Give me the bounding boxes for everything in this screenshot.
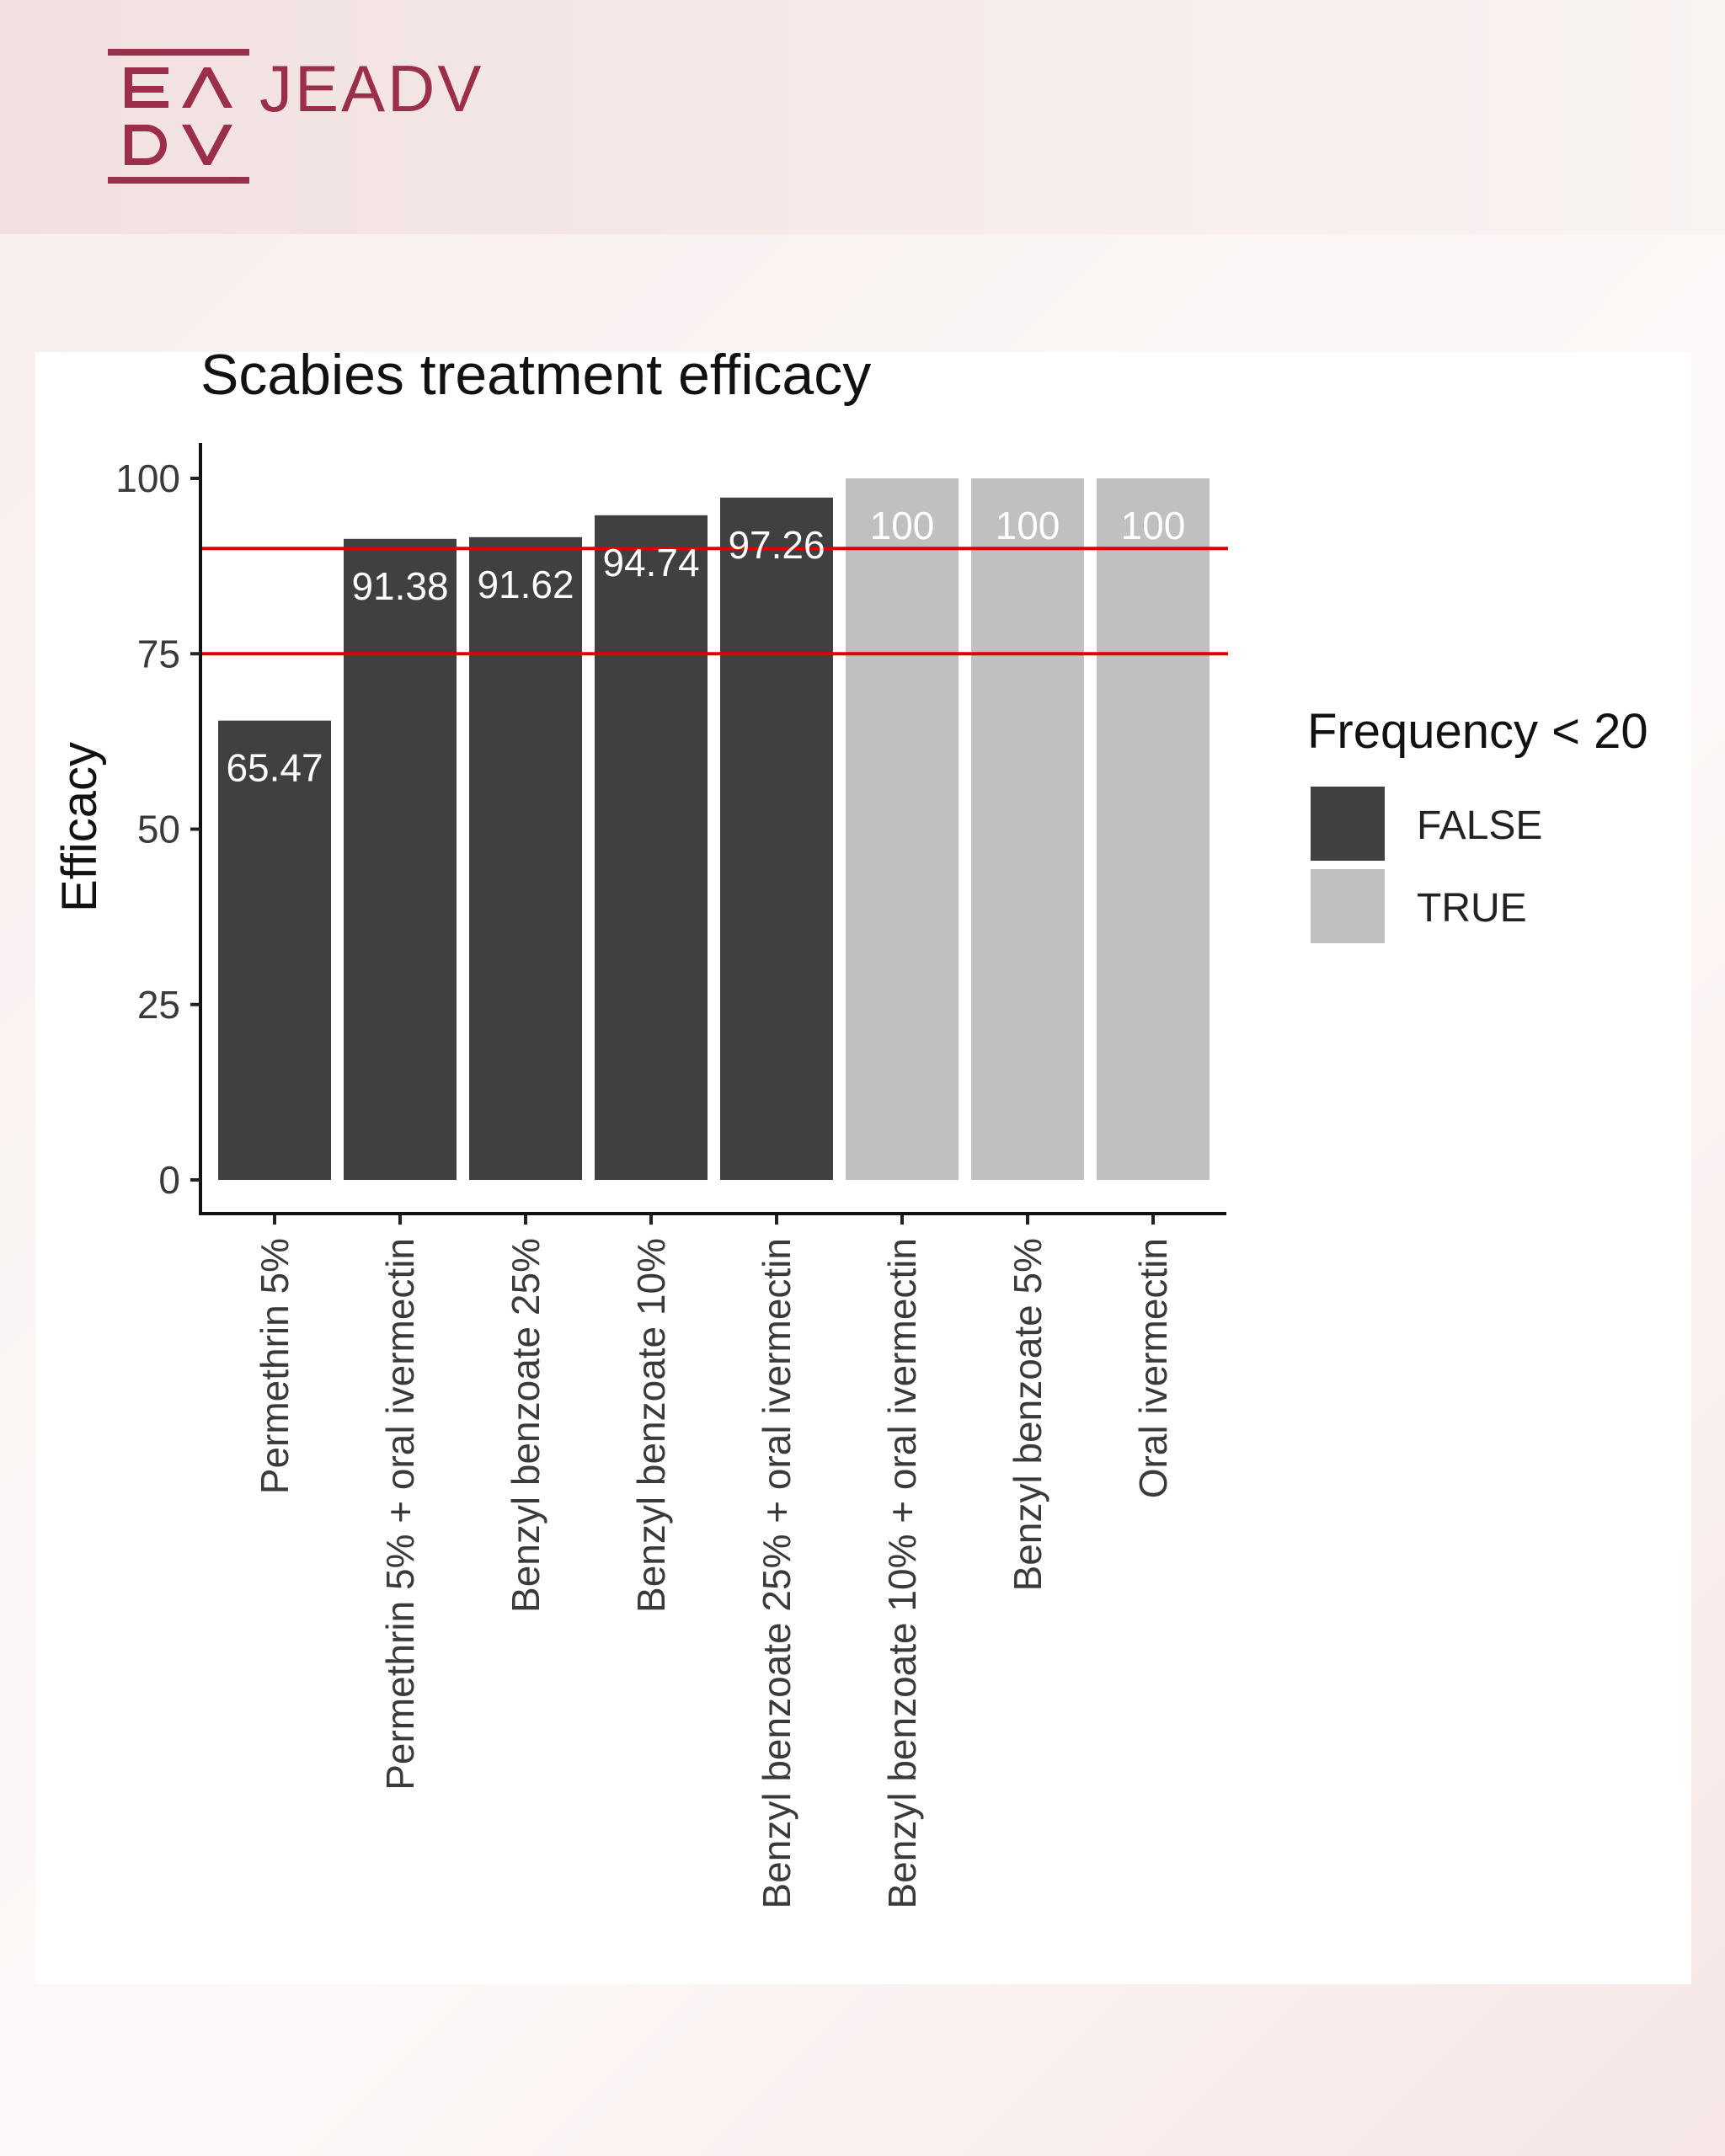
x-tick-label: Permethrin 5% + oral ivermectin	[378, 1238, 422, 1790]
x-tick-label: Benzyl benzoate 25% + oral ivermectin	[755, 1238, 798, 1909]
y-axis-label: Efficacy	[52, 742, 107, 912]
x-tick-label: Benzyl benzoate 5%	[1006, 1238, 1049, 1591]
bar	[469, 536, 582, 1180]
value-labels: 65.47 91.38 91.62 94.74 97.26 100 100 100	[226, 504, 1185, 790]
bar-value-label: 97.26	[728, 523, 825, 567]
legend-label: FALSE	[1417, 803, 1542, 848]
y-tick-label: 50	[137, 808, 180, 851]
bar-value-label: 91.62	[477, 563, 574, 606]
legend-swatch	[1311, 787, 1385, 861]
bar	[846, 478, 959, 1180]
bar	[218, 720, 331, 1180]
bar	[595, 515, 708, 1180]
journal-name: JEADV	[259, 51, 484, 125]
chart-title: Scabies treatment efficacy	[200, 352, 871, 407]
reference-lines	[200, 547, 1228, 656]
bar-value-label: 100	[1121, 504, 1186, 547]
y-tick-label: 75	[137, 632, 180, 675]
chart-panel: Scabies treatment efficacy Efficacy 65.4…	[35, 352, 1691, 1984]
bar	[720, 497, 833, 1180]
bar-value-label: 91.38	[351, 564, 448, 608]
y-tick-label: 100	[115, 456, 180, 500]
legend-label: TRUE	[1417, 886, 1527, 931]
bar	[344, 538, 457, 1180]
x-tick-label: Benzyl benzoate 10%	[629, 1238, 673, 1613]
bar	[971, 478, 1084, 1180]
axes: Permethrin 5% Permethrin 5% + oral iverme…	[115, 443, 1226, 1909]
bar-chart: Scabies treatment efficacy Efficacy 65.4…	[52, 352, 1648, 1909]
bar-value-label: 94.74	[602, 541, 699, 584]
legend-swatch	[1311, 869, 1385, 943]
legend-title: Frequency < 20	[1307, 704, 1648, 759]
bar-value-label: 65.47	[226, 746, 323, 790]
x-tick-label: Benzyl benzoate 25%	[504, 1238, 547, 1613]
x-tick-label: Oral ivermectin	[1131, 1238, 1175, 1498]
y-tick-label: 25	[137, 983, 180, 1027]
bars	[218, 478, 1210, 1180]
legend: Frequency < 20 FALSE TRUE	[1307, 704, 1648, 943]
journal-header: JEADV	[0, 0, 1725, 234]
eadv-logo-icon	[108, 49, 249, 184]
x-tick-label: Benzyl benzoate 10% + oral ivermectin	[880, 1238, 924, 1909]
bar	[1097, 478, 1210, 1180]
bar-value-label: 100	[870, 504, 935, 547]
y-tick-label: 0	[158, 1158, 180, 1202]
x-tick-label: Permethrin 5%	[253, 1238, 296, 1494]
bar-value-label: 100	[996, 504, 1060, 547]
